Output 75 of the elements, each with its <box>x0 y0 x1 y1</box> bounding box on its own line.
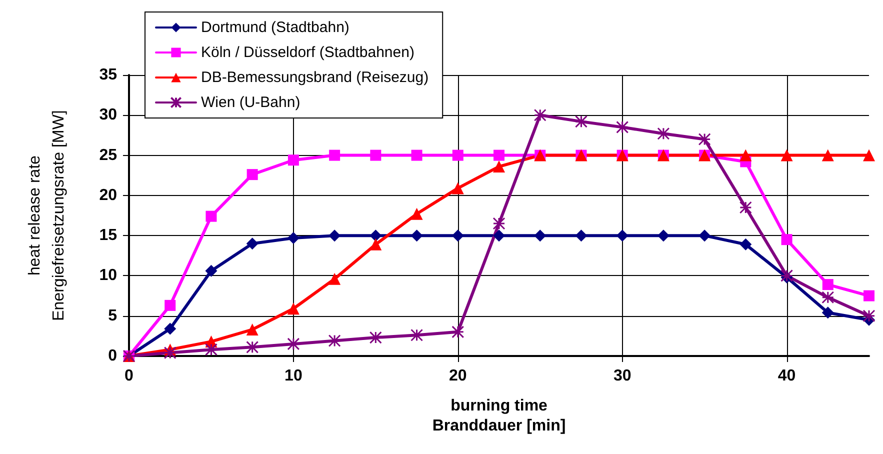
legend-label: Wien (U-Bahn) <box>201 94 300 111</box>
point <box>452 326 464 338</box>
x-axis-title: burning time Branddauer [min] <box>432 398 566 434</box>
point <box>246 169 258 180</box>
point <box>739 201 752 214</box>
x-tick-label: 10 <box>284 368 302 384</box>
point <box>206 210 217 222</box>
point <box>410 328 424 342</box>
point <box>370 230 382 242</box>
point <box>246 340 259 354</box>
y-tick-label: 15 <box>99 227 118 244</box>
point <box>328 272 341 285</box>
point <box>164 346 176 360</box>
point <box>534 108 546 122</box>
point <box>574 115 588 128</box>
y-tick-label: 25 <box>99 146 118 164</box>
y-tick-label: 5 <box>108 307 118 324</box>
x-tick-label: 40 <box>778 368 796 384</box>
point <box>616 230 628 242</box>
legend-label: Dortmund (Stadtbahn) <box>201 19 350 36</box>
point <box>205 264 218 277</box>
point <box>452 150 464 161</box>
point <box>864 290 874 302</box>
point <box>822 149 834 162</box>
point <box>863 149 875 162</box>
x-tick-label: 20 <box>448 368 467 384</box>
point <box>410 230 423 242</box>
y-tick-label: 30 <box>99 106 118 124</box>
point <box>328 230 341 242</box>
y-tick-label: 0 <box>108 348 118 364</box>
point <box>657 230 670 242</box>
point <box>328 334 341 347</box>
point <box>822 306 834 319</box>
legend-label: DB-Bemessungsbrand (Reisezug) <box>201 69 429 86</box>
point <box>740 238 752 250</box>
point <box>410 208 423 220</box>
point <box>822 291 834 304</box>
y-tick-label: 10 <box>99 267 118 284</box>
point <box>862 310 875 322</box>
point <box>246 324 258 336</box>
point <box>369 331 382 344</box>
y-tick-label: 35 <box>99 66 118 84</box>
x-tick-label: 0 <box>124 368 134 384</box>
point <box>492 217 506 230</box>
point <box>287 302 300 315</box>
point <box>740 149 752 162</box>
point <box>575 230 588 242</box>
point <box>411 150 422 161</box>
point <box>370 150 382 161</box>
point <box>822 279 834 290</box>
point <box>493 160 505 173</box>
point <box>494 150 504 161</box>
point <box>164 322 176 335</box>
legend-label: Köln / Düsseldorf (Stadtbahnen) <box>201 44 414 61</box>
point <box>287 338 300 350</box>
y-axis-title: heat release rate Energiefreisetzungsrate [MW] <box>26 110 68 321</box>
point <box>370 238 382 250</box>
x-tick-label: 30 <box>613 368 632 384</box>
point <box>329 150 340 161</box>
point <box>287 232 300 244</box>
point <box>534 230 546 242</box>
y-tick-label: 20 <box>99 186 118 204</box>
point <box>781 234 792 246</box>
point <box>452 230 464 242</box>
point <box>452 182 464 194</box>
point <box>616 120 629 134</box>
point <box>698 230 711 242</box>
point <box>164 300 176 311</box>
point <box>246 238 258 250</box>
point <box>288 154 299 166</box>
point <box>698 132 711 146</box>
point <box>493 230 505 242</box>
point <box>204 343 218 356</box>
point <box>780 149 793 162</box>
point <box>657 127 670 140</box>
